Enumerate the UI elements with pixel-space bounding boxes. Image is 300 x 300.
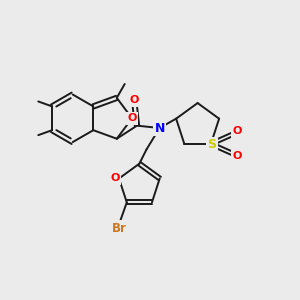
- Text: Br: Br: [112, 222, 127, 235]
- Text: N: N: [154, 122, 165, 134]
- Text: O: O: [232, 126, 242, 136]
- Text: O: O: [110, 173, 120, 184]
- Text: O: O: [130, 95, 139, 105]
- Text: O: O: [232, 152, 242, 161]
- Text: S: S: [207, 138, 216, 152]
- Text: O: O: [127, 113, 137, 123]
